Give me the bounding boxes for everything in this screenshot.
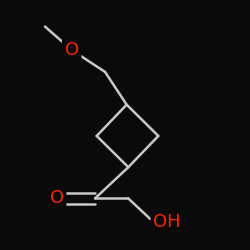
Text: OH: OH xyxy=(153,213,181,231)
Text: O: O xyxy=(50,190,64,208)
Text: O: O xyxy=(64,41,79,59)
Text: O: O xyxy=(50,190,64,208)
Text: OH: OH xyxy=(153,213,181,231)
Text: O: O xyxy=(64,41,79,59)
